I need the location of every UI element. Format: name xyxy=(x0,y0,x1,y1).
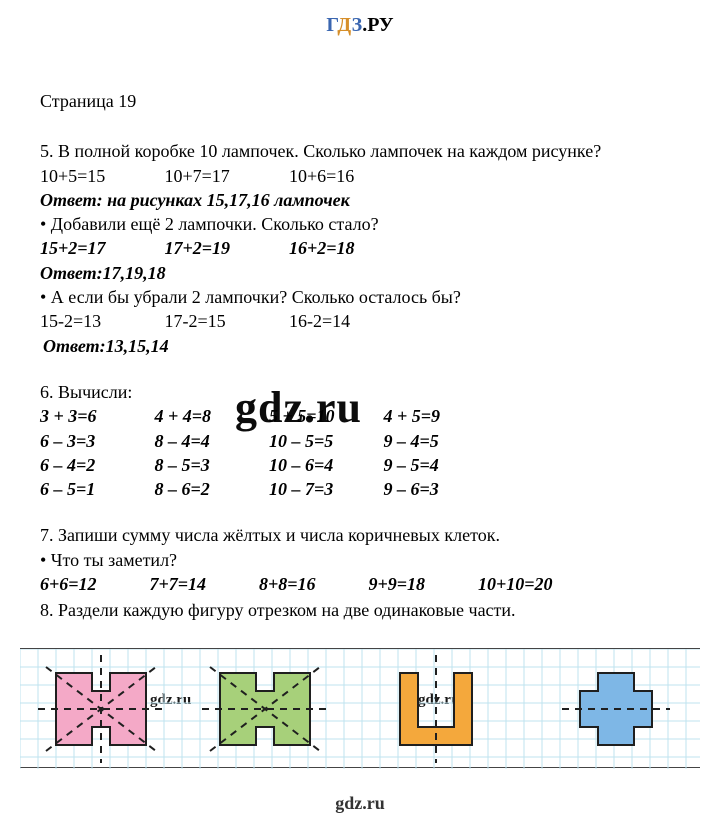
eq: 16-2=14 xyxy=(289,309,409,333)
eq: 6 – 5=1 xyxy=(40,477,150,501)
eq: 6 – 4=2 xyxy=(40,453,150,477)
p7-row: 6+6=12 7+7=14 8+8=16 9+9=18 10+10=20 xyxy=(40,572,680,596)
logo-d: Д xyxy=(337,14,351,36)
eq: 9 – 6=3 xyxy=(384,477,494,501)
page-content: Страница 19 5. В полной коробке 10 лампо… xyxy=(0,39,720,623)
eq: 10+7=17 xyxy=(165,164,285,188)
eq: 4 + 4=8 xyxy=(155,404,265,428)
logo-g: Г xyxy=(326,14,337,36)
p6-r1: 3 + 3=6 4 + 4=8 5 + 5=10 4 + 5=9 xyxy=(40,404,680,428)
p5-sub2: • А если бы убрали 2 лампочки? Сколько о… xyxy=(40,285,680,309)
shapes-svg xyxy=(20,649,700,769)
eq: 10 – 6=4 xyxy=(269,453,379,477)
eq: 8+8=16 xyxy=(259,572,364,596)
p6-r4: 6 – 5=1 8 – 6=2 10 – 7=3 9 – 6=3 xyxy=(40,477,680,501)
page-number: Страница 19 xyxy=(40,89,680,113)
eq: 10+10=20 xyxy=(478,572,583,596)
p5-question: 5. В полной коробке 10 лампочек. Сколько… xyxy=(40,139,680,163)
eq: 6+6=12 xyxy=(40,572,145,596)
logo-z: З xyxy=(352,14,363,36)
p5-sub1: • Добавили ещё 2 лампочки. Сколько стало… xyxy=(40,212,680,236)
p5-answer1: Ответ: на рисунках 15,17,16 лампочек xyxy=(40,188,680,212)
p6-r3: 6 – 4=2 8 – 5=3 10 – 6=4 9 – 5=4 xyxy=(40,453,680,477)
p5-answer3: Ответ:13,15,14 xyxy=(43,334,680,358)
p5-row2: 15+2=17 17+2=19 16+2=18 xyxy=(40,236,680,260)
eq: 9+9=18 xyxy=(369,572,474,596)
problem-5: 5. В полной коробке 10 лампочек. Сколько… xyxy=(40,139,680,358)
eq: 6 – 3=3 xyxy=(40,429,150,453)
figure-grid-shapes xyxy=(20,648,700,768)
p8-question: 8. Раздели каждую фигуру отрезком на две… xyxy=(40,598,680,622)
eq: 8 – 6=2 xyxy=(155,477,265,501)
p7-sub: • Что ты заметил? xyxy=(40,548,680,572)
eq: 10 – 5=5 xyxy=(269,429,379,453)
eq: 15-2=13 xyxy=(40,309,160,333)
footer-watermark: gdz.ru xyxy=(0,791,720,815)
site-logo: ГДЗ.РУ xyxy=(0,0,720,39)
p6-r2: 6 – 3=3 8 – 4=4 10 – 5=5 9 – 4=5 xyxy=(40,429,680,453)
eq: 10+5=15 xyxy=(40,164,160,188)
p6-title: 6. Вычисли: xyxy=(40,380,680,404)
p5-row3: 15-2=13 17-2=15 16-2=14 xyxy=(40,309,680,333)
p7-question: 7. Запиши сумму числа жёлтых и числа кор… xyxy=(40,523,680,547)
eq: 8 – 5=3 xyxy=(155,453,265,477)
eq: 4 + 5=9 xyxy=(384,404,494,428)
problem-7: 7. Запиши сумму числа жёлтых и числа кор… xyxy=(40,523,680,596)
eq: 17+2=19 xyxy=(165,236,285,260)
eq: 7+7=14 xyxy=(150,572,255,596)
logo-ru: РУ xyxy=(367,14,393,36)
eq: 8 – 4=4 xyxy=(155,429,265,453)
eq: 10+6=16 xyxy=(289,164,409,188)
eq: 9 – 4=5 xyxy=(384,429,494,453)
eq: 3 + 3=6 xyxy=(40,404,150,428)
eq: 15+2=17 xyxy=(40,236,160,260)
eq: 16+2=18 xyxy=(289,236,409,260)
eq: 17-2=15 xyxy=(165,309,285,333)
eq: 9 – 5=4 xyxy=(384,453,494,477)
problem-6: 6. Вычисли: 3 + 3=6 4 + 4=8 5 + 5=10 4 +… xyxy=(40,380,680,501)
eq: 5 + 5=10 xyxy=(269,404,379,428)
p5-answer2: Ответ:17,19,18 xyxy=(40,261,680,285)
p5-row1: 10+5=15 10+7=17 10+6=16 xyxy=(40,164,680,188)
eq: 10 – 7=3 xyxy=(269,477,379,501)
